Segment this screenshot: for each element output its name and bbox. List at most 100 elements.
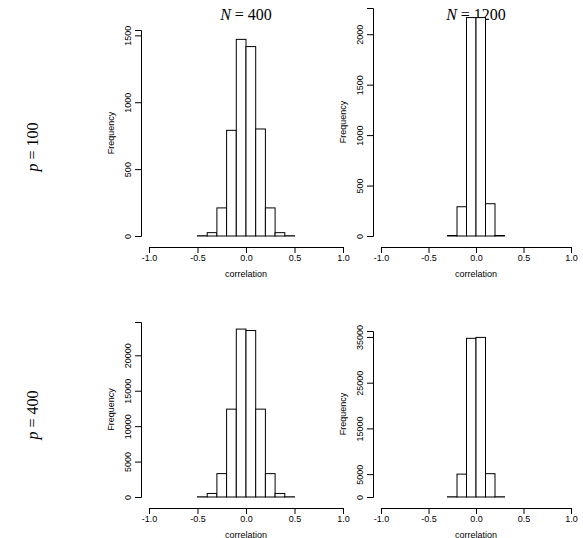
tick-label: -1.0 — [142, 514, 158, 524]
bar — [476, 337, 486, 497]
tick: 2000 — [355, 25, 373, 45]
x-axis-title: correlation — [225, 269, 267, 279]
bar — [448, 496, 458, 497]
tick: 1.0 — [565, 247, 578, 263]
tick: 1500 — [123, 26, 141, 46]
tick-label: 500 — [123, 162, 133, 177]
panel: -1.0-0.50.00.51.0correlation050001500025… — [338, 325, 578, 538]
bar — [285, 235, 295, 236]
tick: 20000 — [123, 343, 141, 368]
tick-mark — [343, 508, 344, 514]
tick-label: 1000 — [123, 93, 133, 113]
tick-mark — [381, 247, 382, 253]
bar — [467, 18, 477, 236]
tick: 0.0 — [240, 247, 253, 263]
bar — [149, 497, 159, 498]
bar — [429, 236, 439, 237]
tick-mark — [429, 247, 430, 253]
tick: 0.5 — [289, 508, 302, 524]
tick-mark — [571, 508, 572, 514]
bar — [256, 129, 266, 236]
bar — [429, 497, 439, 498]
bar — [486, 204, 496, 236]
bar — [476, 18, 486, 236]
tick: 1.0 — [337, 247, 350, 263]
axis-line — [135, 31, 142, 237]
bar — [448, 235, 458, 237]
tick-label: 0.5 — [518, 514, 531, 524]
tick-label: 15000 — [355, 416, 365, 441]
tick-mark — [367, 135, 373, 136]
tick-mark — [367, 337, 373, 338]
tick: 0.0 — [470, 508, 483, 524]
tick: -0.5 — [421, 508, 437, 524]
bar — [562, 497, 572, 498]
bar — [236, 329, 246, 497]
bar — [256, 409, 266, 497]
tick-label: -1.0 — [374, 514, 390, 524]
tick-label: 10000 — [123, 414, 133, 439]
bar — [168, 497, 178, 498]
tick-label: 0.0 — [240, 514, 253, 524]
bar — [524, 236, 534, 237]
panel-label: p = 400 — [24, 390, 42, 440]
bar — [410, 497, 420, 498]
tick-label: 15000 — [123, 379, 133, 404]
tick: 0 — [355, 495, 373, 500]
tick: 0 — [355, 234, 373, 239]
tick-label: 0 — [123, 495, 133, 500]
tick-mark — [295, 247, 296, 253]
tick-mark — [571, 247, 572, 253]
y-axis: 0500100015002000 — [355, 9, 374, 240]
bar — [246, 47, 256, 236]
bars — [198, 329, 295, 497]
x-axis: -1.0-0.50.00.51.0 — [374, 247, 578, 263]
tick-mark — [246, 508, 247, 514]
x-axis: -1.0-0.50.00.51.0 — [142, 247, 350, 263]
bar — [168, 236, 178, 237]
bar — [285, 496, 295, 497]
tick: -0.5 — [190, 247, 206, 263]
tick-mark — [524, 508, 525, 514]
tick: 0.5 — [289, 247, 302, 263]
tick-mark — [246, 247, 247, 253]
bar — [207, 493, 217, 497]
tick: 1000 — [123, 93, 141, 113]
bar — [381, 497, 391, 498]
tick-mark — [429, 508, 430, 514]
bar — [314, 497, 324, 498]
tick-label: 35000 — [355, 325, 365, 350]
bar — [562, 236, 572, 237]
bar — [178, 236, 188, 237]
bar — [381, 236, 391, 237]
tick-mark — [367, 428, 373, 429]
tick-label: 0 — [355, 495, 365, 500]
bar — [505, 497, 515, 498]
bar — [275, 233, 285, 236]
tick-label: 25000 — [355, 371, 365, 396]
bar — [400, 497, 410, 498]
panel: -1.0-0.50.00.51.0correlation050001000015… — [106, 323, 350, 538]
tick-mark — [135, 169, 141, 170]
panel: -1.0-0.50.00.51.0correlation050010001500… — [106, 26, 350, 279]
bar — [265, 474, 275, 497]
y-axis: 0 500 1000 1500 — [123, 26, 142, 239]
tick-label: 5000 — [355, 465, 365, 485]
tick: 1000 — [355, 126, 373, 146]
tick: 0.0 — [240, 508, 253, 524]
tick: 1.0 — [565, 508, 578, 524]
x-axis: -1.0 -0.5 0.0 0.5 1.0 — [374, 508, 578, 524]
tick: 15000 — [123, 379, 141, 404]
tick: 0 — [123, 234, 141, 239]
bar — [324, 497, 334, 498]
bar — [198, 496, 208, 497]
x-axis-title: correlation — [455, 269, 497, 279]
tick: 15000 — [355, 416, 373, 441]
tick-mark — [149, 508, 150, 514]
bars — [448, 18, 505, 236]
tick-label: 1.0 — [565, 514, 578, 524]
bar — [552, 236, 562, 237]
tick: 500 — [355, 179, 373, 194]
tick-mark — [135, 355, 141, 356]
y-axis-title: Frequency — [338, 392, 348, 435]
